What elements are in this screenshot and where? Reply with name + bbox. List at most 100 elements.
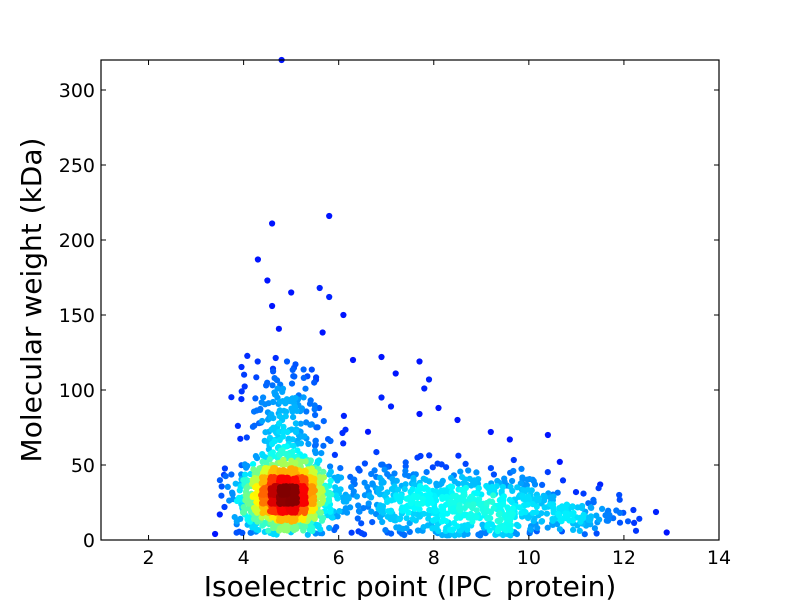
data-point: [283, 490, 290, 497]
data-point: [403, 515, 410, 522]
data-point: [577, 518, 584, 525]
data-point: [241, 383, 248, 390]
data-point: [250, 504, 258, 511]
data-point: [221, 465, 228, 472]
data-point: [254, 358, 261, 365]
data-point: [279, 388, 286, 395]
data-point: [364, 483, 371, 491]
data-point: [311, 402, 318, 409]
data-point: [378, 394, 385, 401]
data-point: [401, 486, 408, 493]
y-tick-label: 50: [71, 455, 95, 477]
data-point: [544, 431, 552, 439]
data-point: [318, 477, 325, 485]
data-point: [244, 462, 251, 469]
data-point: [253, 374, 260, 381]
data-point: [448, 474, 455, 481]
y-tick-label: 150: [59, 305, 95, 327]
data-point: [256, 465, 263, 472]
data-point: [297, 440, 305, 447]
data-point: [249, 423, 256, 430]
data-point: [243, 434, 250, 441]
data-point: [228, 471, 235, 478]
data-point: [433, 482, 440, 489]
data-point: [495, 511, 502, 518]
data-point: [289, 408, 296, 415]
data-point: [320, 468, 327, 475]
data-point: [663, 529, 670, 536]
data-point: [304, 531, 311, 538]
data-point: [303, 408, 310, 415]
data-point: [290, 414, 297, 421]
data-point: [326, 471, 333, 478]
data-point: [425, 376, 433, 383]
data-point: [381, 466, 388, 473]
data-point: [421, 385, 428, 392]
data-point: [439, 532, 446, 539]
data-point: [311, 447, 319, 454]
data-point: [630, 506, 637, 514]
data-point: [596, 516, 603, 523]
x-axis-label: Isoelectric point (IPC_protein): [204, 570, 617, 600]
y-tick-label: 250: [59, 155, 95, 177]
data-point: [556, 526, 564, 533]
data-point: [267, 499, 274, 506]
data-point: [284, 522, 291, 530]
data-point: [519, 474, 526, 481]
data-point: [306, 513, 313, 521]
data-point: [293, 429, 300, 436]
data-point: [301, 508, 308, 515]
data-point: [434, 460, 441, 467]
data-point: [326, 212, 333, 220]
data-point: [314, 522, 321, 529]
data-point: [360, 505, 367, 512]
data-point: [377, 514, 384, 521]
data-point: [520, 495, 527, 502]
data-point: [564, 510, 571, 517]
data-point: [317, 509, 324, 516]
data-point: [300, 366, 307, 373]
data-point: [576, 527, 583, 535]
data-point: [276, 407, 283, 414]
data-point: [590, 496, 597, 503]
data-point: [311, 442, 319, 449]
data-point: [449, 527, 456, 534]
data-point: [278, 491, 285, 498]
data-point: [469, 518, 476, 525]
data-point: [382, 527, 389, 534]
data-point: [574, 504, 581, 511]
data-point: [439, 495, 446, 502]
data-point: [257, 406, 264, 413]
data-point: [281, 484, 289, 491]
data-point: [414, 527, 422, 534]
data-point: [312, 411, 319, 419]
data-point: [419, 495, 426, 502]
data-point: [290, 442, 297, 449]
data-point: [393, 477, 400, 484]
data-point: [247, 529, 254, 536]
data-point: [369, 480, 376, 487]
data-point: [530, 518, 537, 525]
data-point: [397, 515, 404, 522]
data-point: [259, 417, 266, 425]
data-point: [462, 460, 469, 467]
data-point: [439, 477, 446, 484]
data-point: [441, 487, 448, 494]
data-point: [277, 484, 284, 491]
data-point: [624, 518, 632, 525]
data-point: [345, 493, 352, 501]
data-point: [250, 461, 257, 468]
data-point: [309, 484, 316, 491]
data-point: [311, 379, 318, 386]
data-point: [311, 515, 318, 522]
data-point: [327, 437, 334, 445]
data-point: [569, 511, 576, 518]
data-point: [339, 429, 346, 437]
data-point: [506, 436, 513, 443]
data-point: [454, 416, 461, 424]
data-point: [302, 385, 309, 392]
data-point: [365, 500, 372, 507]
data-point: [378, 477, 385, 484]
data-point: [331, 451, 338, 458]
data-point: [616, 496, 623, 503]
